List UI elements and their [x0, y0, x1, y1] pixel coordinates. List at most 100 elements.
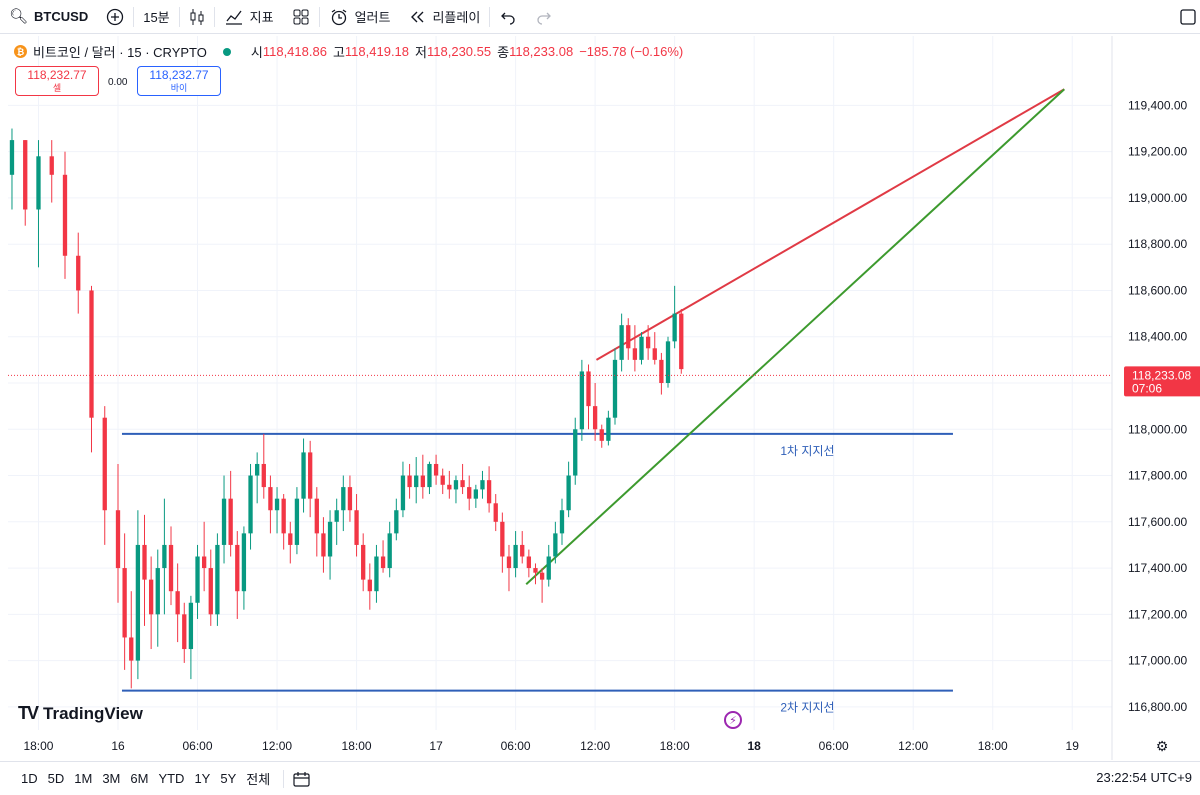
indicators-button[interactable]: 지표 — [215, 0, 283, 33]
sell-price: 118,232.77 — [27, 68, 87, 82]
price-chart[interactable]: 1차 지지선 2차 지지선 119,400.00 119,200.00 119,000… — [0, 34, 1200, 760]
fullscreen-button[interactable] — [1171, 0, 1200, 33]
close-key: 종 — [497, 45, 510, 60]
candle-body — [268, 487, 273, 511]
timezone-clock[interactable]: 23:22:54 UTC+9 — [1096, 770, 1192, 785]
last-price-countdown: 07:06 — [1132, 381, 1162, 395]
candle-body — [599, 429, 604, 441]
bitcoin-icon: ₿ — [14, 45, 27, 58]
candle-body — [201, 556, 207, 569]
range-button[interactable]: 1Y — [194, 771, 211, 786]
candle-body — [573, 429, 578, 476]
candle-body — [261, 463, 266, 488]
candle-body — [380, 556, 386, 569]
candle-body — [62, 174, 68, 256]
symbol-search[interactable]: 🔍︎ BTCUSD — [0, 0, 97, 33]
tradingview-logo[interactable]: TV TradingView — [18, 703, 143, 724]
search-icon: 🔍︎ — [9, 8, 29, 25]
undo-icon — [501, 12, 515, 25]
price-axis[interactable]: 119,400.00 119,200.00 119,000.00 118,800.00… — [1111, 36, 1187, 760]
range-button[interactable]: 1M — [74, 771, 93, 786]
replay-button[interactable]: 리플레이 — [399, 0, 489, 33]
calendar-icon[interactable] — [292, 770, 312, 788]
time-tick-label: 17 — [429, 739, 443, 753]
candle-body — [76, 255, 81, 291]
range-button[interactable]: 6M — [130, 771, 149, 786]
candle-body — [228, 498, 233, 545]
range-button[interactable]: YTD — [158, 771, 185, 786]
candle-body — [586, 371, 591, 407]
candle-body — [592, 406, 598, 430]
range-button[interactable]: 5D — [47, 771, 65, 786]
candle-body — [420, 475, 425, 488]
candle-body — [341, 487, 346, 511]
candle-body — [559, 510, 565, 534]
chart-type-button[interactable] — [180, 0, 214, 33]
undo-button[interactable] — [490, 0, 526, 33]
candle-body — [301, 452, 306, 499]
candle-body — [652, 348, 657, 360]
candle-body — [387, 533, 392, 569]
symbol-label: BTCUSD — [34, 9, 89, 24]
candle-body — [520, 544, 525, 557]
candle-body — [122, 568, 127, 638]
price-tick-label: 117,600.00 — [1128, 515, 1187, 529]
alert-label: 얼러트 — [354, 10, 391, 25]
candle-body — [453, 480, 459, 490]
candle-body — [23, 140, 28, 210]
candle-body — [467, 487, 472, 499]
indicators-label: 지표 — [249, 10, 274, 25]
lightning-icon[interactable]: ⚡︎ — [724, 711, 742, 729]
price-tick-label: 118,600.00 — [1128, 283, 1187, 297]
alert-button[interactable]: 얼러트 — [320, 0, 400, 33]
range-button[interactable]: 3M — [102, 771, 121, 786]
candle-body — [274, 498, 280, 511]
support-trendline — [525, 88, 1065, 585]
redo-button[interactable] — [526, 0, 562, 33]
candle-body — [612, 359, 618, 418]
range-button[interactable]: 5Y — [220, 771, 237, 786]
logo-text: TradingView — [43, 703, 143, 723]
candle-body — [36, 156, 41, 210]
candle-body — [493, 503, 498, 522]
last-price-label-bg — [1124, 366, 1200, 397]
compare-button[interactable] — [97, 0, 133, 33]
candle-body — [334, 510, 339, 522]
toolbar-divider — [133, 6, 135, 27]
buy-button[interactable]: 118,232.77 바이 — [137, 66, 221, 96]
candle-body — [255, 463, 260, 476]
price-tick-label: 119,000.00 — [1128, 191, 1187, 205]
time-axis[interactable]: 18:00 16 06:00 12:00 18:00 17 06:00 12:00 18:00 1… — [23, 738, 1168, 754]
square-icon — [1180, 8, 1196, 25]
sell-button[interactable]: 118,232.77 셀 — [15, 66, 99, 96]
time-tick-label: 18 — [747, 739, 761, 753]
top-toolbar: 🔍︎ BTCUSD 15분 지표 얼러트 리플레이 — [0, 0, 1200, 34]
close-value: 118,233.08 — [509, 44, 574, 59]
candle-body — [394, 510, 399, 534]
candle-body — [281, 498, 286, 534]
candle-body — [49, 156, 54, 175]
price-tick-label: 117,800.00 — [1128, 469, 1187, 483]
range-button[interactable]: 1D — [21, 771, 38, 786]
time-tick-label: 06:00 — [501, 739, 531, 753]
price-tick-label: 118,800.00 — [1128, 237, 1187, 251]
candle-body — [215, 544, 220, 615]
candle-body — [526, 556, 532, 569]
candle-body — [188, 602, 194, 650]
candle-body — [248, 475, 253, 534]
toolbar-divider — [489, 6, 491, 27]
candle-body — [175, 591, 180, 615]
price-tick-label: 116,800.00 — [1128, 700, 1187, 714]
candle-body — [89, 290, 94, 418]
add-symbol-icon — [107, 8, 124, 25]
time-tick-label: 06:00 — [819, 739, 849, 753]
range-button[interactable]: 전체 — [246, 772, 271, 787]
candle-body — [460, 480, 465, 488]
time-tick-label: 12:00 — [898, 739, 928, 753]
open-value: 118,418.86 — [262, 44, 327, 59]
replay-icon — [411, 11, 424, 22]
interval-button[interactable]: 15분 — [134, 0, 178, 33]
range-buttons: 1D 5D 1M 3M 6M YTD 1Y 5Y 전체 — [0, 769, 275, 788]
drawing-lines: 1차 지지선 2차 지지선 — [121, 88, 1065, 715]
layouts-button[interactable] — [283, 0, 319, 33]
